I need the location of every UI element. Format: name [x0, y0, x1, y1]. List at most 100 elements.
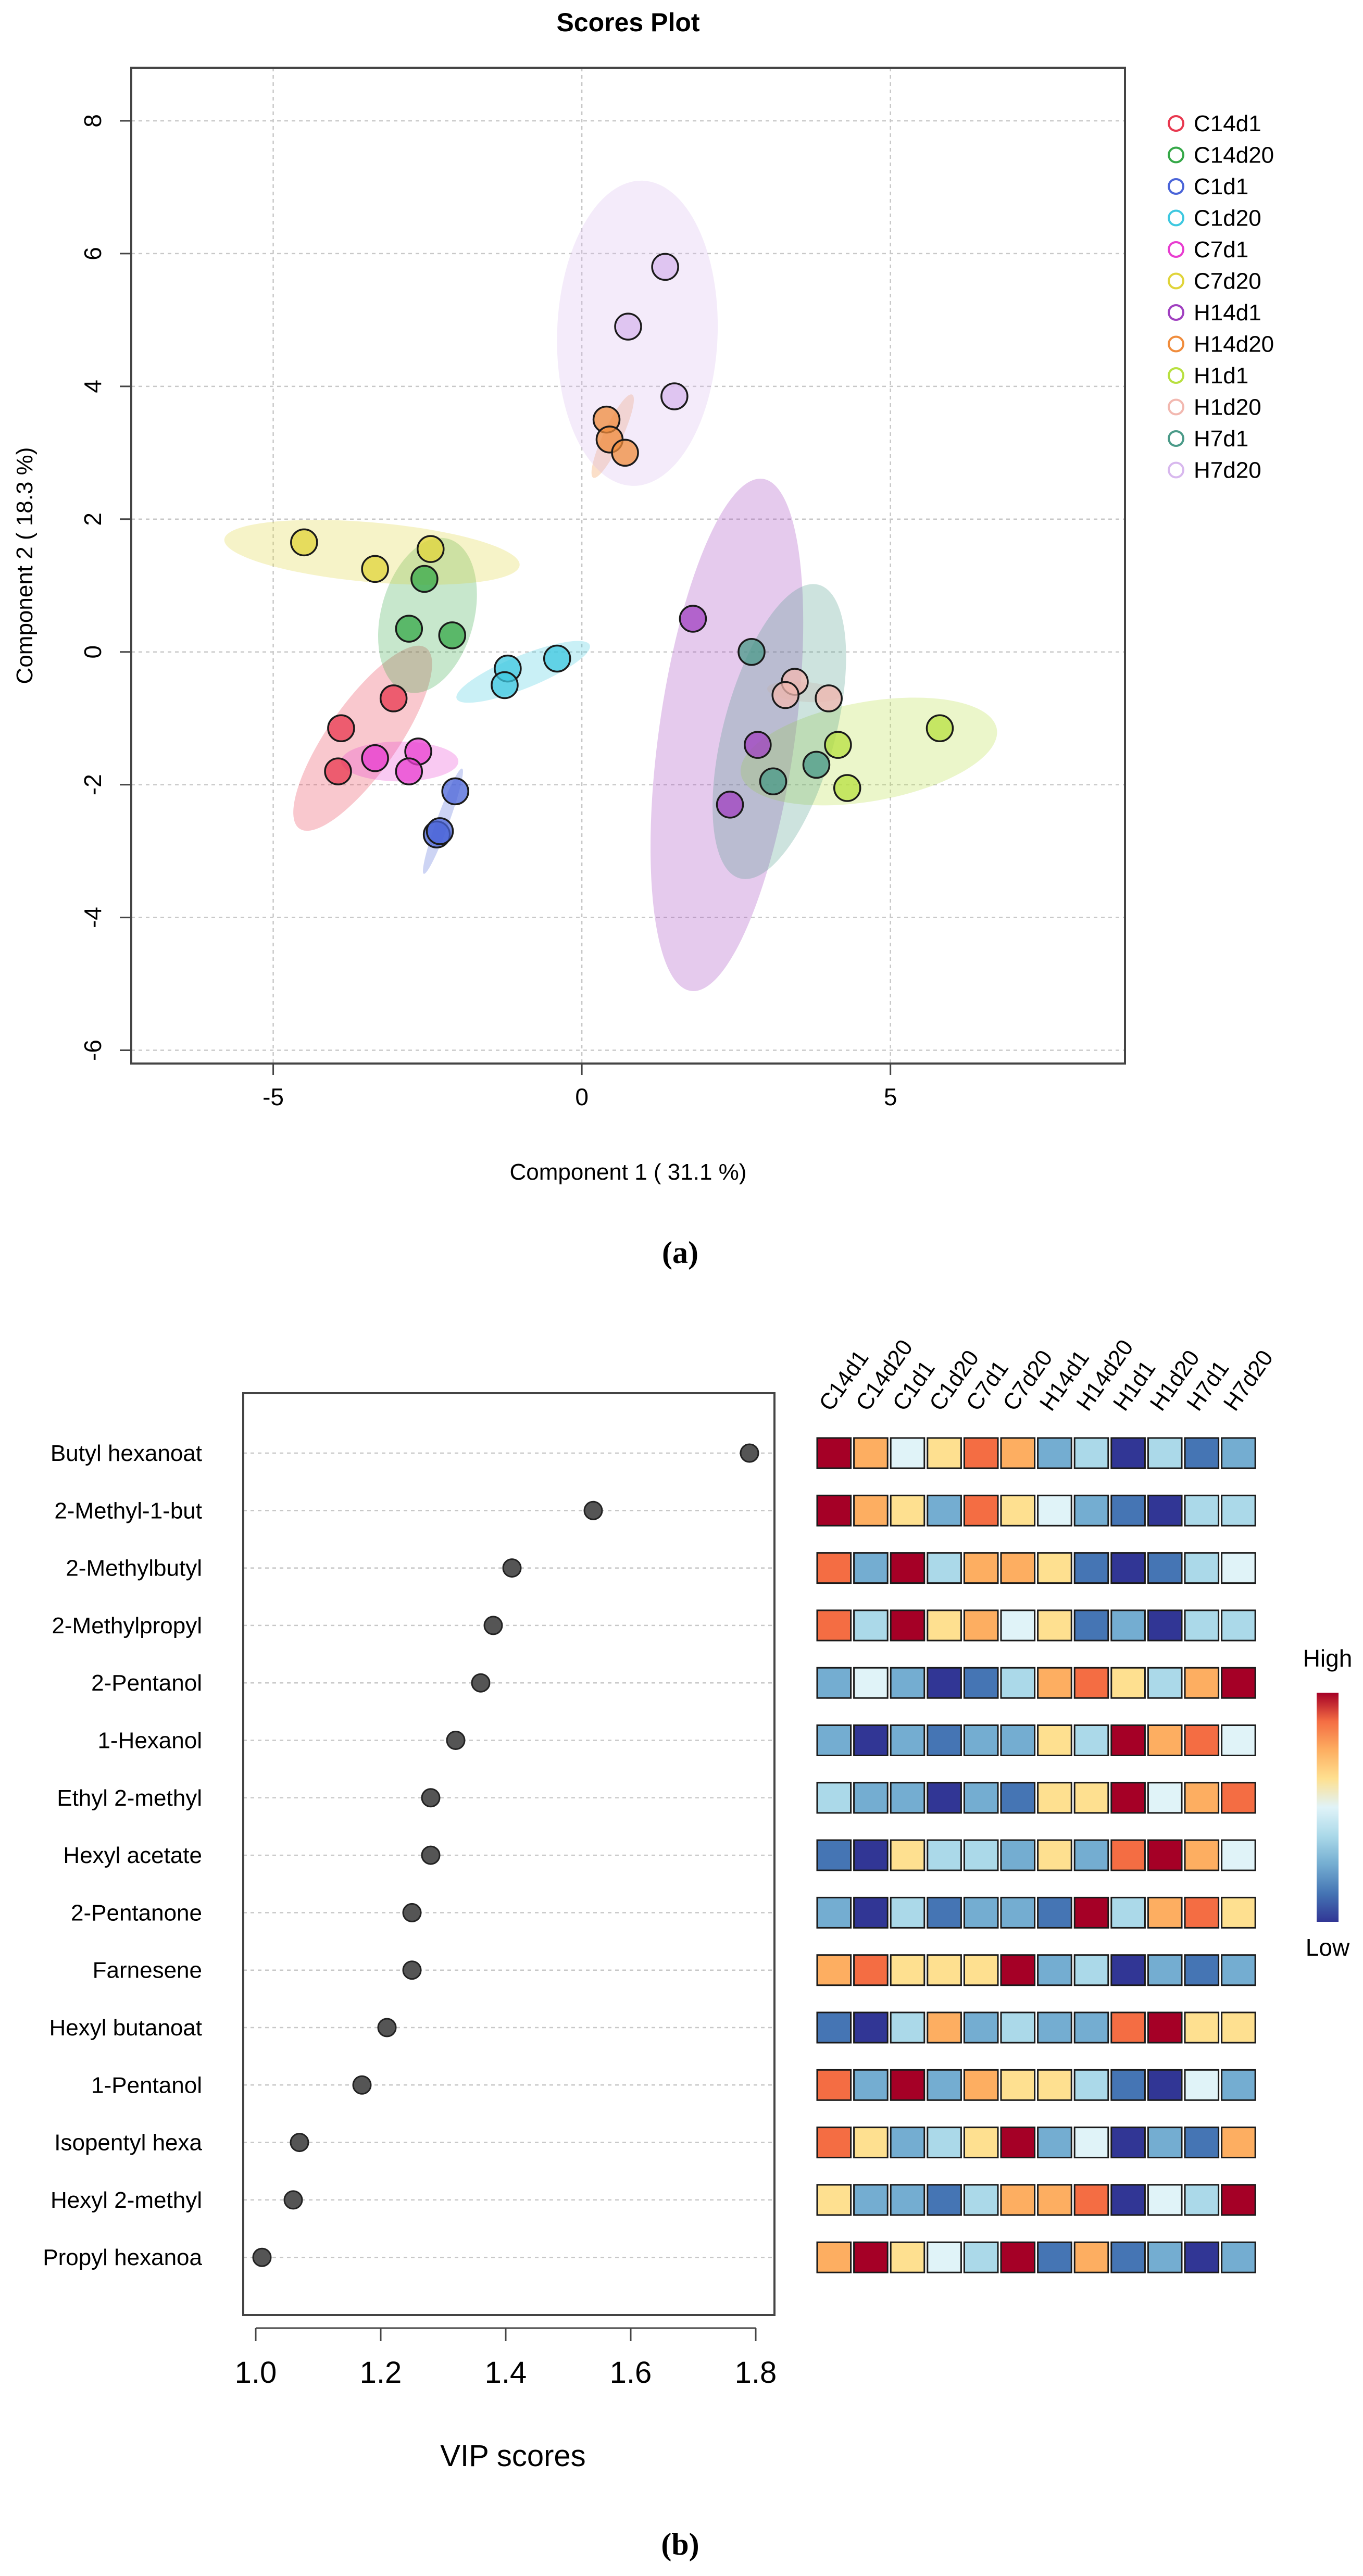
legend-label-C7d20: C7d20: [1194, 269, 1261, 294]
legend-marker-H1d1: [1168, 367, 1184, 384]
scores-plot-title: Scores Plot: [556, 8, 699, 37]
score-point-H7d20: [614, 312, 642, 341]
heatmap-cell: [1000, 2011, 1036, 2044]
scores-plot-x-axis: -5 0 5: [262, 1064, 897, 1110]
ellipse-C1d20: [456, 641, 590, 703]
heatmap-cell: [816, 2127, 852, 2159]
heatmap-cell: [963, 2127, 999, 2159]
heatmap-cell: [816, 2069, 852, 2101]
heatmap-cell: [1000, 1494, 1036, 1527]
scores-plot-grid: [131, 68, 1125, 1064]
vip-dot: [252, 2247, 272, 2267]
heatmap-cell: [1037, 1724, 1072, 1756]
heatmap-cell: [1110, 1896, 1146, 1929]
scores-plot-points: [290, 253, 954, 848]
score-point-C14d20: [395, 615, 423, 643]
scores-plot-panel: Scores Plot -5 0 5 -6 -4 -2 0 2 4 6 8 Component 1…: [12, 8, 1274, 1270]
heatmap-cell: [963, 2011, 999, 2044]
heatmap-cell: [1221, 2069, 1256, 2101]
heatmap-cell: [816, 1609, 852, 1642]
heatmap-cell: [1000, 1782, 1036, 1814]
heatmap-cell: [1073, 2241, 1109, 2273]
x-tick-label: 0: [575, 1083, 589, 1110]
heatmap-cell: [1000, 2241, 1036, 2273]
heatmap-cell: [963, 1494, 999, 1527]
heatmap-cell: [890, 2241, 926, 2273]
vip-feature-label: 2-Methylpropyl: [52, 1613, 202, 1639]
heatmap-cell: [853, 2069, 889, 2101]
panel-label-b: (b): [661, 2527, 699, 2561]
score-point-H1d20: [771, 681, 799, 709]
heatmap-column-label: H7d20: [1219, 1345, 1279, 1415]
heatmap-cell: [963, 1782, 999, 1814]
vip-dot: [502, 1558, 522, 1578]
heatmap-cell: [1184, 1782, 1220, 1814]
vip-feature-label: 2-Pentanol: [91, 1670, 202, 1696]
legend-label-C14d20: C14d20: [1194, 143, 1274, 168]
heatmap-cell: [816, 1667, 852, 1699]
vip-dots: [252, 1443, 759, 2267]
score-point-C7d20: [417, 535, 445, 563]
heatmap-cell: [1147, 1437, 1183, 1469]
vip-plot-frame: [242, 1392, 776, 2316]
heatmap-cell: [1184, 1667, 1220, 1699]
heatmap-cell: [1147, 2184, 1183, 2216]
vip-plot-x-label: VIP scores: [440, 2439, 585, 2473]
legend-label-C14d1: C14d1: [1194, 111, 1261, 136]
heatmap-cell: [816, 1896, 852, 1929]
legend-label-H14d1: H14d1: [1194, 300, 1261, 326]
heatmap-cell: [890, 1667, 926, 1699]
heatmap-cell: [1073, 1896, 1109, 1929]
x-tick-label: -5: [262, 1083, 284, 1110]
scores-plot-legend: C14d1 C14d20 C1d1 C1d20 C7d1 C7d20 H14d1 H14d20…: [1168, 111, 1274, 483]
heatmap-cell: [890, 1782, 926, 1814]
heatmap-cell: [1147, 1839, 1183, 1871]
legend-label-H7d20: H7d20: [1194, 458, 1261, 483]
vip-scores-panel: Butyl hexanoat 2-Methyl-1-but 2-Methylbuty…: [43, 1335, 1352, 2561]
y-tick-label: 6: [79, 247, 106, 260]
heatmap-cell: [1110, 1609, 1146, 1642]
vip-dot: [483, 1616, 503, 1635]
heatmap-cell: [853, 1954, 889, 1986]
heatmap-cell: [890, 1724, 926, 1756]
vip-feature-label: Butyl hexanoat: [51, 1441, 202, 1466]
vip-feature-label: Farnesene: [93, 1958, 202, 1983]
vip-dot: [352, 2075, 372, 2095]
vip-feature-label: 1-Pentanol: [91, 2072, 202, 2098]
heatmap-legend-low: Low: [1306, 1934, 1350, 1961]
legend-label-C7d1: C7d1: [1194, 237, 1248, 262]
vip-x-tick-label: 1.0: [235, 2356, 277, 2390]
heatmap-cell: [1110, 1724, 1146, 1756]
heatmap-cell: [1221, 1667, 1256, 1699]
score-point-C7d20: [361, 555, 389, 583]
heatmap-cell: [1073, 1609, 1109, 1642]
heatmap-cell: [1000, 1954, 1036, 1986]
heatmap-cell: [1221, 2011, 1256, 2044]
heatmap-cell: [927, 2184, 962, 2216]
heatmap-cell: [1184, 1552, 1220, 1584]
heatmap-cell: [1000, 1609, 1036, 1642]
legend-label-H1d1: H1d1: [1194, 363, 1248, 389]
legend-marker-C1d20: [1168, 209, 1184, 227]
heatmap-cell: [1147, 1724, 1183, 1756]
heatmap-cell: [927, 1667, 962, 1699]
score-point-C7d1: [395, 757, 423, 785]
heatmap-cell: [927, 1839, 962, 1871]
heatmap-cell: [963, 1552, 999, 1584]
heatmap-cell: [927, 1494, 962, 1527]
heatmap-cell: [927, 1724, 962, 1756]
ellipse-C14d20: [378, 537, 477, 693]
heatmap-cell: [816, 1552, 852, 1584]
heatmap-cell: [1147, 2241, 1183, 2273]
heatmap-cell: [1184, 1724, 1220, 1756]
y-tick-label: 4: [79, 380, 106, 393]
vip-dot: [283, 2190, 303, 2210]
legend-marker-C14d1: [1168, 115, 1184, 132]
heatmap-cell: [1147, 2127, 1183, 2159]
ellipse-H7d1: [712, 584, 846, 879]
heatmap-cell: [853, 1437, 889, 1469]
heatmap-cell: [1147, 2011, 1183, 2044]
heatmap-color-legend: High Low: [1303, 1645, 1353, 1961]
scores-plot-y-axis: -6 -4 -2 0 2 4 6 8: [79, 114, 131, 1061]
